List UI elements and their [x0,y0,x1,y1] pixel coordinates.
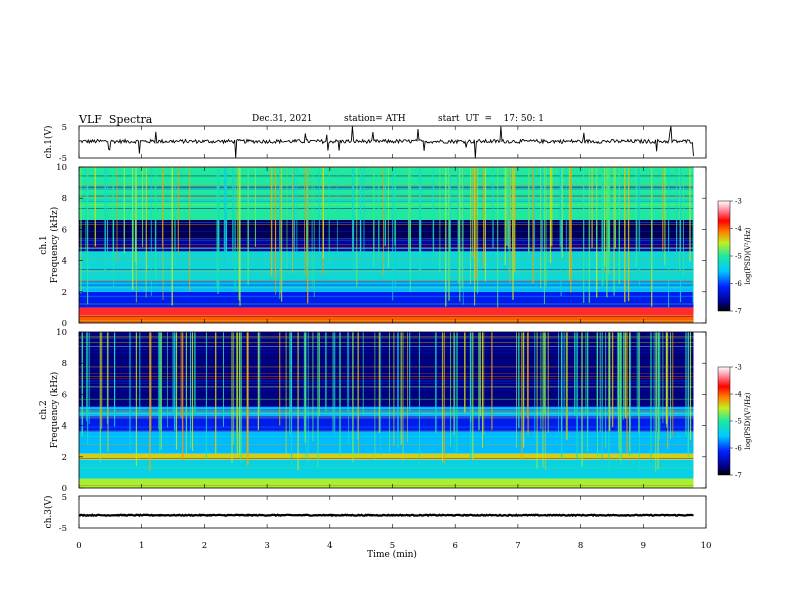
ch1-spectrogram-colorbar-tick: -4 [735,225,742,233]
time-axis-tick: 9 [641,541,646,551]
figure-title: VLF Spectra [79,113,153,126]
ch2-spectrogram-band [79,459,694,479]
ch2-colorbar-gradient [717,366,731,476]
ch1-spectrogram-ylabel-line2: Frequency (kHz) [49,207,60,284]
ch1-spectrogram-band [79,220,694,239]
time-axis-tick: 3 [264,541,269,551]
ch2-spectrogram-ylabel-line2: Frequency (kHz) [49,372,60,449]
time-axis-tick: 6 [452,541,457,551]
ch3-ytick-bottom: -5 [59,524,67,534]
ch1-spectrogram-colorbar-tick: -3 [735,198,742,206]
ch3-waveform-ylabel: ch.3(V) [43,496,54,529]
ch2-spectrogram-ytick: 6 [62,390,67,400]
ch2-spectrogram-band [79,478,694,488]
ch1-ytick-bottom: -5 [59,154,67,164]
ch2-spectrogram-colorbar-tick: -7 [735,472,742,480]
ch2-spectrogram-ytick: 2 [62,453,67,463]
time-axis-tick: 1 [139,541,144,551]
ch1-ytick-top: 5 [62,123,67,133]
time-axis: 0 1 2 3 4 5 6 7 8 9 10 [76,126,711,551]
ch1-spectrogram-colorbar-tick: -7 [735,308,742,316]
ch1-spectrogram-colorbar-tick: -6 [735,280,742,288]
ch1-spectrogram-ytick: 2 [62,288,67,298]
ch2-spectrogram-colorbar-tick: -4 [735,391,742,399]
ch1-colorbar: -3 -4 -5 -6 -7 log(PSD)(V²/Hz) [717,198,752,316]
ch3-ytick-top: 5 [62,493,67,503]
ch1-colorbar-gradient [717,200,731,312]
time-axis-tick: 8 [578,541,583,551]
ch1-waveform-trace [78,125,694,159]
ch1-spectrogram-band [79,238,694,252]
time-axis-tick: 7 [515,541,520,551]
ch2-spectrogram-band [79,332,694,407]
ch2-spectrogram-panel: 0 2 4 6 8 10 ch.2 Frequency (kHz) -3 -4 -5 -6 -7 … [39,328,752,494]
ch1-spectrogram-band [79,307,694,316]
ch1-waveform-ylabel: ch.1(V) [43,126,54,159]
ch2-spectrogram-texture [79,332,694,486]
time-axis-tick: 2 [202,541,207,551]
ch1-spectrogram-band [79,291,694,308]
ch2-colorbar-label: log(PSD)(V²/Hz) [744,392,752,449]
ch2-spectrogram-ytick: 10 [56,328,67,338]
ch2-spectrogram-colorbar-tick: -5 [735,418,742,426]
ch1-spectrogram-band [79,251,694,283]
ch2-spectrogram-ytick: 0 [62,484,67,494]
time-axis-tick: 10 [701,541,712,551]
ch1-spectrogram-band [79,282,694,292]
ch1-spectrogram-band [79,315,694,323]
ch2-spectrogram-ylabel-line1: ch.2 [39,400,49,419]
ch3-waveform-panel: 5 -5 ch.3(V) [43,493,707,534]
ch2-spectrogram-ytick: 4 [62,422,67,432]
ch2-spectrogram-band [79,431,694,454]
ch1-spectrogram-ytick: 6 [62,225,67,235]
ch1-spectrogram-panel: 0 2 4 6 8 10 ch.1 Frequency (kHz) -3 -4 -5 -6 -7 … [39,163,752,329]
ch2-spectrogram-band [79,416,694,432]
station-label: station= ATH [344,114,406,124]
ch3-waveform-frame [78,495,707,529]
time-axis-tick: 4 [327,541,332,551]
time-axis-tick: 0 [76,541,81,551]
ch1-spectrogram-colorbar-tick: -5 [735,253,742,261]
ch1-colorbar-label: log(PSD)(V²/Hz) [744,227,752,284]
ch1-spectrogram-ytick: 0 [62,319,67,329]
ch1-spectrogram-ytick: 4 [62,257,67,267]
time-axis-tick: 5 [390,541,395,551]
date-label: Dec.31, 2021 [252,114,313,124]
ch1-spectrogram-ylabel-line1: ch.1 [39,235,49,254]
ch1-spectrogram-band [79,167,694,220]
time-axis-label: Time (min) [367,549,417,560]
ch2-spectrogram-band [79,453,694,460]
ch1-waveform-panel: 5 -5 ch.1(V) [43,123,707,164]
ch1-spectrogram-texture [79,167,694,321]
ch2-spectrogram-colorbar-tick: -3 [735,364,742,372]
ch2-spectrogram-colorbar-tick: -6 [735,445,742,453]
ch2-colorbar: -3 -4 -5 -6 -7 log(PSD)(V²/Hz) [717,364,752,480]
ch1-spectrogram-ytick: 10 [56,163,67,173]
start-time-label: start UT = 17: 50: 1 [438,114,544,124]
ch3-waveform-trace [78,513,694,518]
ch1-spectrogram-ytick: 8 [62,194,67,204]
ch2-spectrogram-ytick: 8 [62,359,67,369]
